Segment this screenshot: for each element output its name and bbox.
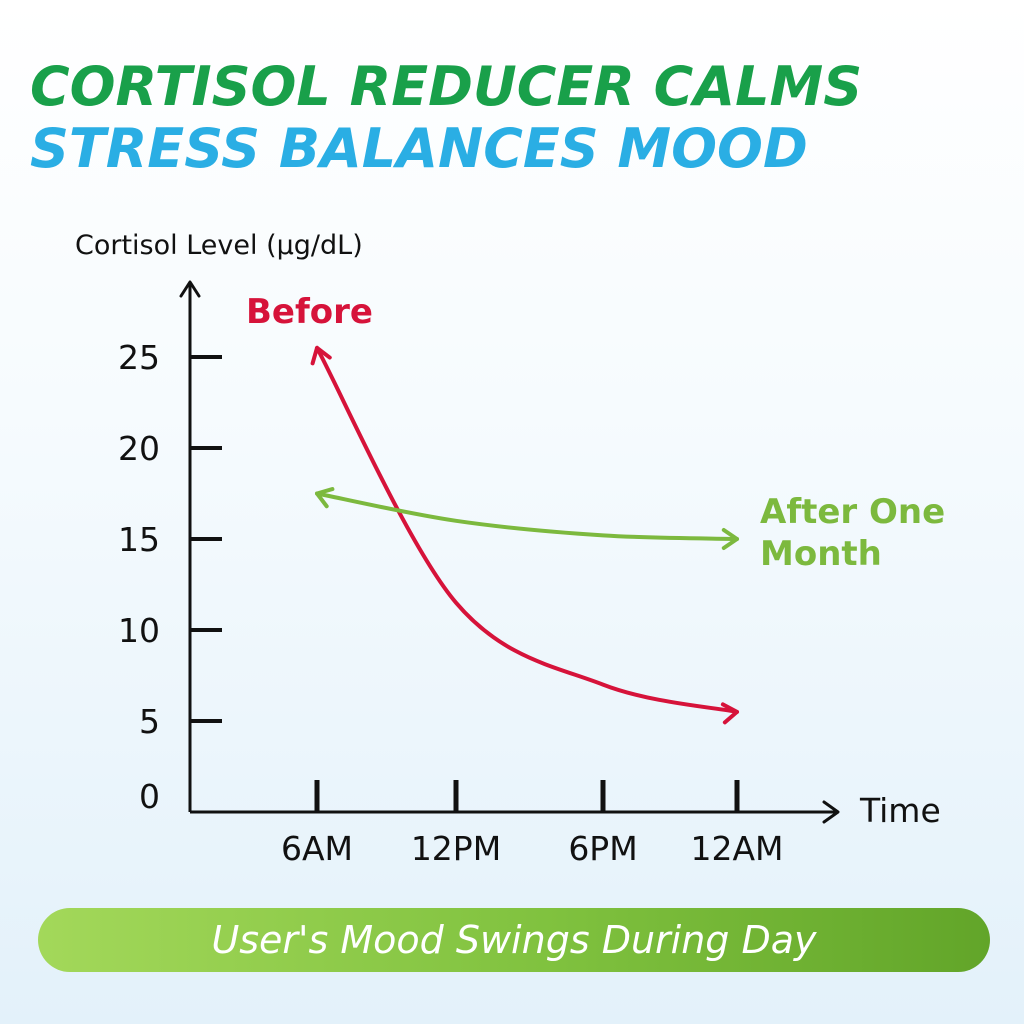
y-axis-label: Cortisol Level (µg/dL) — [75, 230, 363, 261]
x-axis-label: Time — [859, 791, 941, 830]
series-before-line — [315, 345, 739, 714]
x-tick-label: 12AM — [690, 829, 783, 868]
series-after-arrow-end — [721, 527, 739, 551]
headline-line1: CORTISOL REDUCER CALMS — [30, 55, 863, 118]
y-tick-label: 10 — [118, 611, 160, 650]
y-tick-label: 25 — [118, 338, 160, 377]
x-tick-label: 12PM — [411, 829, 501, 868]
x-axis-arrow — [822, 800, 840, 824]
series-before-arrow-end — [720, 702, 739, 725]
headline-line2: STRESS BALANCES MOOD — [30, 117, 808, 180]
series-after-arrow-start — [315, 487, 335, 509]
series-after-label: After One Month — [760, 492, 945, 574]
y-axis-arrow — [179, 280, 201, 298]
y-tick-label: 5 — [139, 702, 160, 741]
series-before-arrow-start — [310, 345, 332, 366]
bottom-banner: User's Mood Swings During Day — [38, 908, 990, 972]
x-tick-label: 6PM — [568, 829, 637, 868]
y-tick-label: 15 — [118, 520, 160, 559]
y-tick-label: 0 — [139, 777, 160, 816]
series-after-line — [315, 491, 739, 541]
x-tick-label: 6AM — [281, 829, 353, 868]
cortisol-chart: Cortisol Level (µg/dL) 25 20 15 10 5 0 6AM 12PM 6… — [75, 230, 945, 868]
banner-text: User's Mood Swings During Day — [211, 918, 817, 962]
series-before-label: Before — [246, 292, 373, 332]
y-tick-label: 20 — [118, 429, 160, 468]
